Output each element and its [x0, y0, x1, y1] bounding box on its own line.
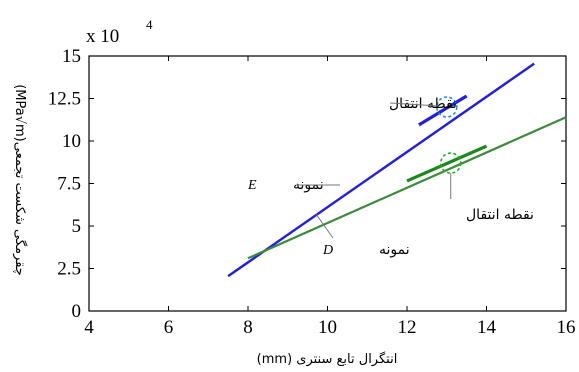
- series-d-label: نمونه: [379, 242, 410, 258]
- transition-leader-top: [389, 102, 439, 107]
- transition-label-top: نقطه انتقال: [389, 96, 457, 112]
- x-tick-label: 14: [477, 317, 497, 338]
- x-tick-label: 16: [557, 317, 576, 338]
- x-tick-label: 12: [398, 317, 417, 338]
- x-tick-label: 6: [164, 317, 174, 338]
- tangent-lines: [406, 94, 488, 183]
- tangent-line-2: [406, 144, 488, 183]
- transition-label-bottom: نقطه انتقال: [466, 207, 534, 223]
- x-tick-label: 8: [243, 317, 253, 338]
- x-tick-label: 4: [84, 317, 94, 338]
- series-e-letter: E: [247, 178, 257, 193]
- y-tick-label: 5: [72, 216, 82, 237]
- x-tick-label: 10: [318, 317, 337, 338]
- tick-labels: 4 6 8 10 12 14 16 0 2.5 5 7.5 10 12.5 15: [48, 46, 576, 338]
- series-d-leader: [315, 213, 334, 239]
- y-tick-label: 15: [62, 46, 81, 67]
- y-tick-label: 12.5: [48, 89, 81, 110]
- y-tick-label: 2.5: [57, 259, 81, 280]
- x-axis-label: انتگرال تابع سنتری (mm): [257, 351, 398, 367]
- tangent-line-1: [418, 94, 468, 127]
- y-multiplier-exponent: 4: [146, 17, 153, 32]
- transition-markers: [435, 96, 462, 174]
- series-d-letter: D: [322, 243, 333, 258]
- y-tick-label: 10: [62, 131, 81, 152]
- series-line-e: [227, 62, 535, 278]
- plot-frame: [88, 55, 567, 312]
- axis-ticks: [88, 55, 567, 312]
- y-tick-label: 0: [72, 301, 82, 322]
- y-axis-label: چقرمگی شکست تجمعی(MPa√m): [12, 84, 28, 276]
- transition-marker-2: [439, 152, 462, 174]
- series-lines: [227, 62, 567, 278]
- y-tick-label: 7.5: [57, 174, 81, 195]
- series-line-d: [247, 116, 567, 260]
- y-multiplier: x 10: [86, 26, 119, 47]
- transition-marker-1: [435, 96, 458, 118]
